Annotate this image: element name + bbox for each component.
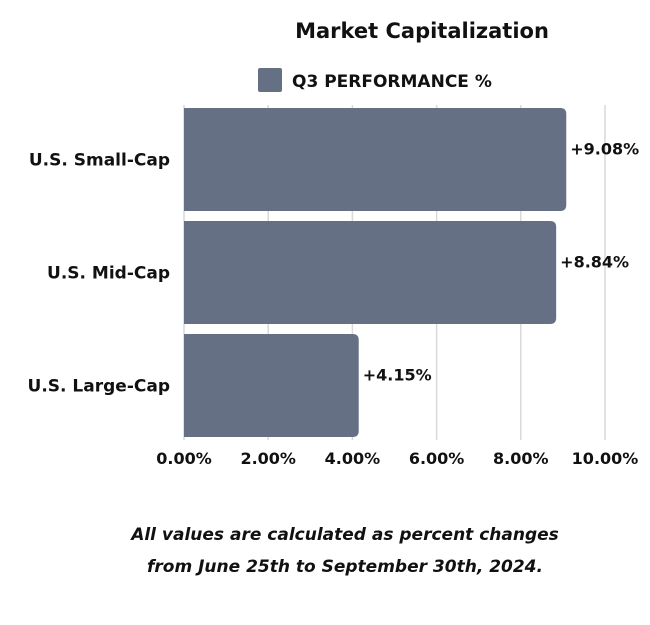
- x-tick-label: 2.00%: [240, 449, 296, 468]
- footnote-line-1: All values are calculated as percent cha…: [129, 525, 559, 545]
- category-label: U.S. Large-Cap: [28, 377, 170, 397]
- category-label: U.S. Small-Cap: [29, 151, 170, 171]
- bar: [184, 108, 567, 211]
- category-label: U.S. Mid-Cap: [47, 264, 170, 284]
- chart-title: Market Capitalization: [295, 19, 549, 43]
- data-label: +9.08%: [570, 140, 639, 159]
- x-tick-label: 0.00%: [156, 449, 212, 468]
- footnote-line-2: from June 25th to September 30th, 2024.: [147, 557, 543, 577]
- data-label: +8.84%: [560, 253, 629, 272]
- x-tick-label: 10.00%: [572, 449, 639, 468]
- legend-label: Q3 PERFORMANCE %: [292, 72, 492, 92]
- bar: [184, 221, 557, 324]
- x-tick-label: 6.00%: [409, 449, 465, 468]
- x-tick-label: 8.00%: [493, 449, 549, 468]
- legend-swatch: [258, 68, 282, 92]
- x-tick-label: 4.00%: [325, 449, 381, 468]
- data-label: +4.15%: [363, 366, 432, 385]
- bar: [184, 334, 359, 437]
